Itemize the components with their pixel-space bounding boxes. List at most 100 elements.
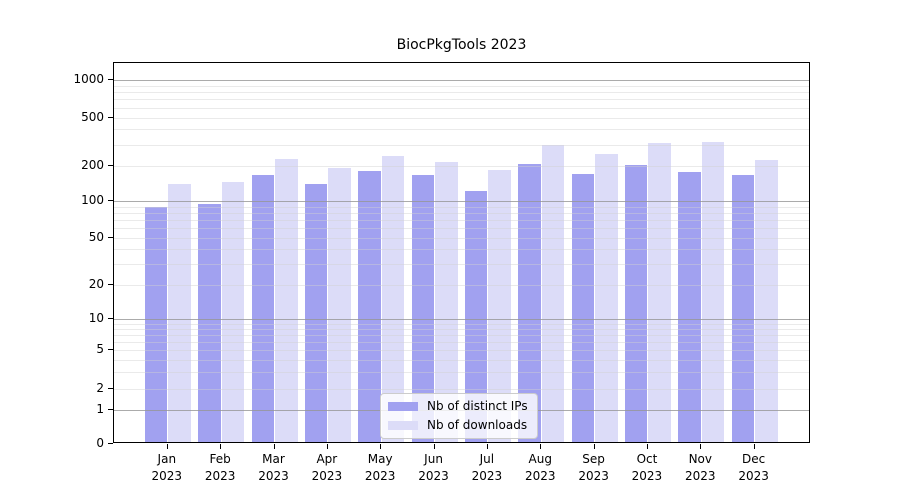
x-tick-label-apr: Apr 2023 bbox=[311, 452, 343, 483]
y-tick-label: 2 bbox=[96, 381, 104, 396]
gridline-minor bbox=[114, 285, 809, 286]
bar-nb-of-downloads-apr bbox=[328, 167, 351, 442]
x-tick bbox=[593, 444, 595, 449]
plot-area bbox=[113, 62, 810, 443]
bar-nb-of-distinct-ips-jan bbox=[144, 206, 168, 442]
bar-nb-of-distinct-ips-sep bbox=[571, 173, 595, 442]
gridline-minor bbox=[114, 329, 809, 331]
gridline-minor bbox=[114, 359, 809, 361]
gridline-minor bbox=[114, 324, 809, 325]
y-tick bbox=[108, 284, 113, 285]
bar-nb-of-distinct-ips-dec bbox=[731, 174, 755, 442]
legend-label-distinct-ips: Nb of distinct IPs bbox=[427, 399, 528, 413]
y-tick-label: 1000 bbox=[73, 72, 104, 86]
bar-nb-of-downloads-may bbox=[381, 155, 405, 442]
gridline-minor bbox=[114, 389, 809, 391]
y-tick bbox=[108, 200, 113, 201]
y-tick-label: 50 bbox=[88, 229, 104, 244]
gridline-minor bbox=[114, 237, 809, 239]
gridline-minor bbox=[114, 99, 809, 101]
gridline-minor bbox=[114, 166, 809, 167]
gridline-minor bbox=[114, 144, 809, 146]
x-tick-label-oct: Oct 2023 bbox=[631, 452, 663, 483]
bar-nb-of-distinct-ips-aug bbox=[518, 163, 541, 442]
x-tick bbox=[700, 444, 702, 449]
y-tick-label: 0 bbox=[96, 436, 104, 450]
gridline-minor bbox=[114, 350, 809, 352]
bar-nb-of-downloads-nov bbox=[701, 141, 725, 442]
bar-nb-of-downloads-jun bbox=[435, 161, 458, 442]
x-tick bbox=[646, 444, 648, 449]
y-tick bbox=[108, 236, 113, 238]
gridline-minor bbox=[114, 335, 809, 337]
gridline-minor bbox=[114, 372, 809, 374]
x-tick bbox=[220, 444, 222, 449]
x-tick-label-jan: Jan 2023 bbox=[151, 452, 183, 483]
x-tick bbox=[380, 444, 382, 449]
y-tick bbox=[108, 388, 113, 390]
legend-item-downloads: Nb of downloads bbox=[388, 418, 528, 432]
gridline-major bbox=[114, 201, 809, 202]
x-tick bbox=[166, 444, 168, 449]
gridline-major bbox=[114, 319, 809, 321]
bar-nb-of-downloads-jan bbox=[168, 184, 191, 442]
y-tick-label: 100 bbox=[81, 193, 104, 207]
y-tick-label: 1 bbox=[96, 402, 104, 417]
x-tick-label-nov: Nov 2023 bbox=[685, 452, 716, 483]
bar-nb-of-downloads-mar bbox=[275, 159, 298, 442]
y-tick bbox=[108, 79, 113, 80]
y-tick-label: 20 bbox=[88, 277, 104, 291]
y-tick-label: 200 bbox=[81, 158, 104, 172]
bar-nb-of-downloads-aug bbox=[541, 144, 565, 442]
y-tick bbox=[108, 165, 113, 166]
y-tick-label: 500 bbox=[81, 109, 104, 124]
y-tick bbox=[108, 318, 113, 320]
gridline-minor bbox=[114, 228, 809, 230]
gridline-minor bbox=[114, 117, 809, 119]
gridline-minor bbox=[114, 212, 809, 214]
legend: Nb of distinct IPs Nb of downloads bbox=[380, 393, 538, 439]
legend-item-distinct-ips: Nb of distinct IPs bbox=[388, 399, 528, 413]
x-tick bbox=[486, 444, 488, 449]
bar-nb-of-distinct-ips-apr bbox=[304, 184, 328, 442]
x-tick-label-jun: Jun 2023 bbox=[418, 452, 449, 483]
bar-nb-of-downloads-oct bbox=[648, 142, 671, 442]
bar-nb-of-distinct-ips-jun bbox=[411, 175, 435, 442]
x-tick-label-feb: Feb 2023 bbox=[204, 452, 236, 483]
x-tick bbox=[433, 444, 435, 449]
gridline-minor bbox=[114, 85, 809, 87]
bar-nb-of-downloads-jul bbox=[488, 170, 511, 442]
bar-nb-of-distinct-ips-may bbox=[358, 170, 381, 442]
bar-nb-of-distinct-ips-feb bbox=[198, 204, 221, 442]
x-tick-label-sep: Sep 2023 bbox=[578, 452, 609, 483]
bar-nb-of-distinct-ips-nov bbox=[678, 172, 701, 442]
x-tick-label-jul: Jul 2023 bbox=[471, 452, 503, 483]
chart-title: BiocPkgTools 2023 bbox=[396, 37, 527, 53]
bar-nb-of-distinct-ips-mar bbox=[251, 175, 274, 442]
bar-nb-of-distinct-ips-oct bbox=[624, 165, 648, 442]
gridline-minor bbox=[114, 219, 809, 221]
gridline-minor bbox=[114, 92, 809, 94]
x-tick-label-dec: Dec 2023 bbox=[738, 452, 769, 483]
bar-nb-of-downloads-sep bbox=[595, 154, 618, 442]
x-tick bbox=[540, 444, 542, 449]
y-tick bbox=[108, 409, 113, 411]
bar-nb-of-downloads-dec bbox=[755, 159, 778, 442]
legend-label-downloads: Nb of downloads bbox=[427, 418, 528, 432]
y-tick-label: 5 bbox=[96, 342, 104, 357]
x-tick-label-aug: Aug 2023 bbox=[524, 452, 556, 483]
x-tick bbox=[326, 444, 328, 449]
gridline-minor bbox=[114, 342, 809, 344]
gridline-minor bbox=[114, 206, 809, 208]
gridline-minor bbox=[114, 264, 809, 266]
gridline-minor bbox=[114, 107, 809, 109]
x-tick-label-mar: Mar 2023 bbox=[258, 452, 289, 483]
legend-swatch-distinct-ips bbox=[388, 401, 418, 411]
y-tick bbox=[108, 116, 113, 118]
x-tick bbox=[273, 444, 275, 449]
gridline-minor bbox=[114, 129, 809, 131]
y-tick-label: 10 bbox=[88, 311, 104, 326]
gridline-major bbox=[114, 80, 809, 81]
bar-nb-of-downloads-feb bbox=[221, 182, 245, 442]
